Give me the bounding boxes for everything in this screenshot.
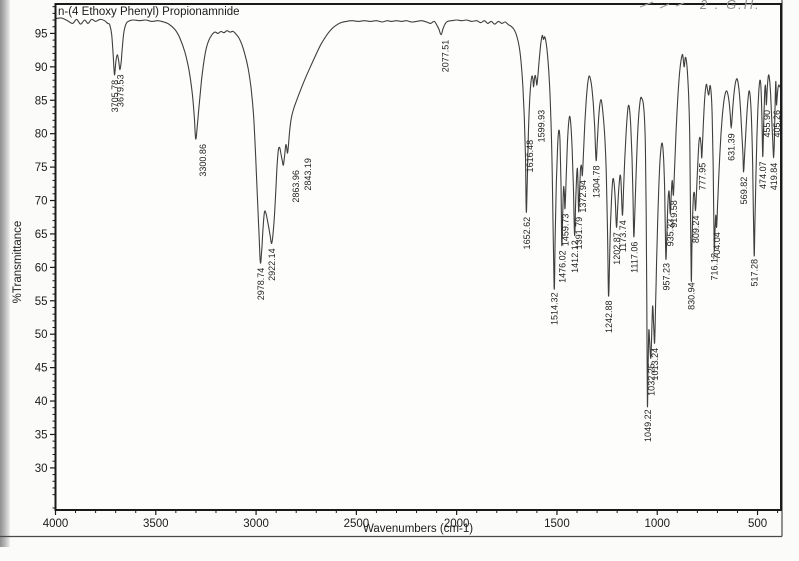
peak-label: 704.04 bbox=[712, 232, 722, 260]
peak-label: 1514.32 bbox=[550, 292, 560, 325]
handwriting-annotation: 2 . G.H. bbox=[699, 0, 761, 12]
y-tick-label: 95 bbox=[35, 28, 48, 40]
peak-label: 716.12 bbox=[710, 253, 720, 281]
peak-label: 1202.87 bbox=[612, 232, 622, 265]
peak-label: 1032.25 bbox=[646, 363, 656, 396]
y-tick-label: 35 bbox=[35, 429, 48, 441]
peak-label: 2922.14 bbox=[267, 248, 277, 281]
peak-label: 3679.53 bbox=[115, 75, 125, 108]
peak-label: 935.33 bbox=[666, 219, 676, 247]
plot-border bbox=[54, 3, 782, 511]
peak-label: 631.39 bbox=[727, 133, 737, 161]
peak-label: 1476.02 bbox=[557, 250, 567, 283]
y-tick-label: 85 bbox=[35, 95, 48, 107]
x-tick-label: 3500 bbox=[143, 518, 169, 530]
y-tick-label: 45 bbox=[35, 363, 48, 375]
y-tick-label: 60 bbox=[35, 262, 48, 274]
peak-label: 1391.79 bbox=[574, 217, 584, 250]
spectrum-curve-group bbox=[55, 17, 781, 408]
peak-label: 455.90 bbox=[762, 110, 772, 138]
y-tick-label: 70 bbox=[35, 196, 48, 208]
peak-label: 1242.88 bbox=[604, 300, 614, 333]
spectrum-curve bbox=[55, 17, 781, 408]
peak-label: 3705.78 bbox=[110, 80, 120, 113]
x-tick-label: 4000 bbox=[43, 518, 69, 530]
scan-edge-strip bbox=[0, 0, 10, 547]
peak-label: 1173.74 bbox=[618, 220, 628, 252]
peak-label: 1412.12 bbox=[570, 240, 580, 273]
y-tick-label: 80 bbox=[35, 129, 48, 141]
handwriting-annotation-group: 2 . G.H. bbox=[639, 0, 761, 12]
y-tick-label: 55 bbox=[35, 296, 48, 308]
peak-label: 1616.48 bbox=[525, 140, 535, 173]
x-axis-label: Wavenumbers (cm-1) bbox=[363, 523, 473, 535]
peak-label: 809.24 bbox=[691, 216, 701, 244]
y-tick-label: 75 bbox=[35, 162, 48, 174]
peak-label: 569.82 bbox=[739, 177, 749, 205]
peak-label: 2863.96 bbox=[291, 170, 301, 203]
peak-label: 1304.78 bbox=[592, 165, 602, 198]
peak-label: 1049.22 bbox=[643, 409, 653, 442]
peak-label: 919.58 bbox=[669, 200, 679, 228]
peak-label: 2077.51 bbox=[441, 40, 451, 73]
y-tick-label: 50 bbox=[35, 329, 48, 341]
y-tick-label: 40 bbox=[35, 396, 48, 408]
peak-label: 3300.86 bbox=[198, 144, 208, 177]
x-tick-label: 3000 bbox=[243, 518, 269, 530]
peak-label: 777.95 bbox=[697, 163, 707, 191]
peak-label: 830.94 bbox=[687, 282, 697, 310]
peak-label: 517.28 bbox=[750, 259, 760, 287]
y-axis-label: %Transmittance bbox=[12, 221, 24, 304]
peak-label: 419.84 bbox=[769, 163, 779, 191]
chart-title: n-(4 Ethoxy Phenyl) Propionamnide bbox=[58, 6, 240, 18]
x-tick-label: 2000 bbox=[444, 518, 470, 530]
peak-label: 957.23 bbox=[661, 263, 671, 291]
peak-label: 1652.62 bbox=[522, 217, 532, 250]
x-tick-label: 2500 bbox=[344, 518, 370, 530]
peak-label: 1372.94 bbox=[578, 180, 588, 213]
handwriting-marks bbox=[639, 1, 685, 9]
peak-label: 1459.73 bbox=[561, 214, 571, 247]
peak-label: 1117.06 bbox=[629, 242, 639, 273]
peak-label: 1599.93 bbox=[536, 110, 546, 143]
peak-label: 405.26 bbox=[772, 110, 782, 138]
plot-background bbox=[55, 4, 781, 510]
peak-label: 474.07 bbox=[758, 161, 768, 189]
y-tick-label: 90 bbox=[35, 62, 48, 74]
y-tick-label: 30 bbox=[35, 463, 48, 475]
y-tick-label: 65 bbox=[35, 229, 48, 241]
x-tick-label: 1500 bbox=[544, 518, 570, 530]
peak-label: 1013.24 bbox=[650, 348, 660, 381]
peak-label: 2978.74 bbox=[256, 268, 266, 301]
x-tick-label: 500 bbox=[748, 518, 767, 530]
axis-ticks: 4000 3500 3000 2500 2000 1500 1000 500 95 90 85 80 7… bbox=[35, 6, 779, 530]
peak-label: 2843.19 bbox=[303, 158, 313, 191]
x-tick-label: 1000 bbox=[644, 518, 670, 530]
